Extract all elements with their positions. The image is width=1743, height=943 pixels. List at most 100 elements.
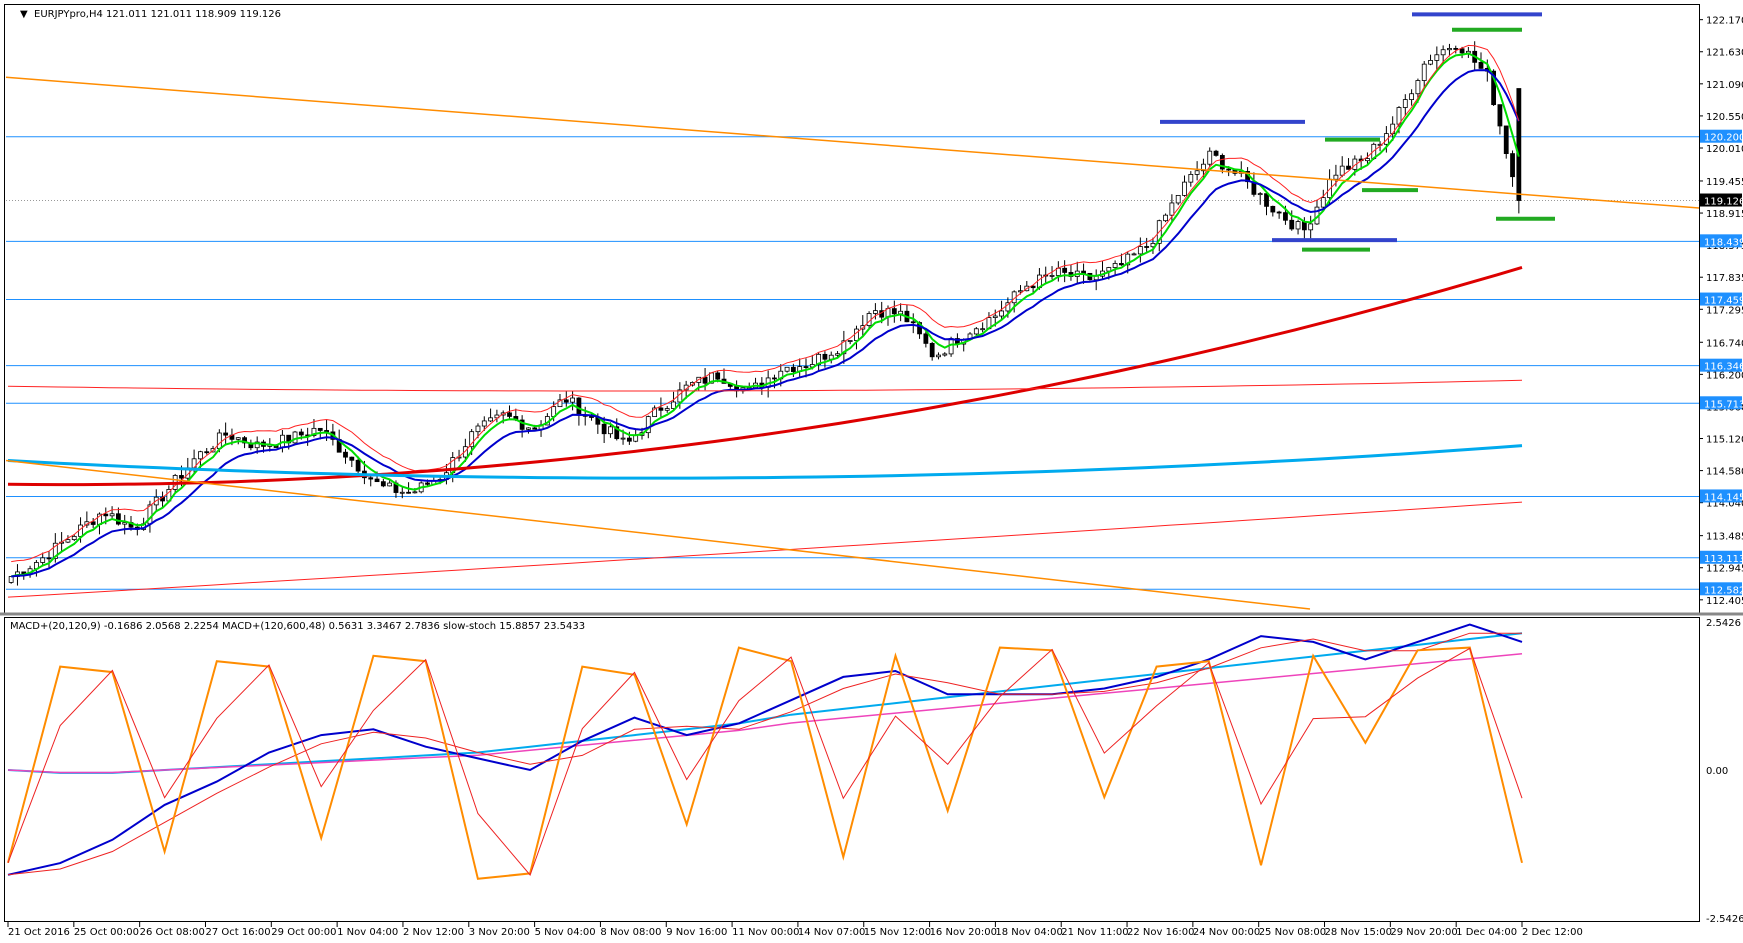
level-label-box <box>1700 129 1742 143</box>
candle-body <box>1428 60 1433 65</box>
candle-body <box>841 340 847 355</box>
symbol-dropdown-icon[interactable]: ▼ <box>20 9 28 20</box>
candle-body <box>1125 253 1131 266</box>
time-label: 1 Dec 04:00 <box>1456 927 1517 938</box>
candle-body <box>242 437 247 444</box>
level-labels: 120.200 119.126 118.439 117.459 116.346 115.7… <box>1700 129 1743 596</box>
candle-body <box>235 437 241 440</box>
indicator-pane[interactable] <box>7 623 1523 880</box>
price-label: 114.580 <box>1706 467 1743 478</box>
candle-body <box>1175 194 1181 204</box>
price-label: 121.630 <box>1706 48 1743 59</box>
candle-body <box>992 315 998 318</box>
candle-body <box>532 427 538 430</box>
level-label-box <box>1700 550 1742 564</box>
macd-fast-signal-line <box>7 632 1522 876</box>
candle-body <box>412 491 418 494</box>
ema-blue-line <box>11 69 1520 578</box>
candle-body <box>1219 155 1225 170</box>
candle-body <box>8 576 14 583</box>
time-label: 21 Oct 2016 <box>8 927 70 938</box>
level-label-box <box>1700 193 1742 207</box>
price-label: 116.740 <box>1706 338 1743 349</box>
indicator-frame <box>4 617 1700 922</box>
candle-body <box>872 310 878 314</box>
candle-body <box>1510 153 1515 178</box>
price-label: 116.200 <box>1706 370 1743 381</box>
level-label-box <box>1700 358 1742 372</box>
candle-body <box>1289 219 1295 230</box>
candle-body <box>355 459 361 472</box>
candle-body <box>1194 170 1200 175</box>
price-label: 120.550 <box>1706 112 1743 123</box>
time-label: 14 Nov 07:00 <box>798 927 865 938</box>
indicator-label: 0.00 <box>1706 766 1728 777</box>
candle-body <box>1213 150 1219 156</box>
candle-body <box>715 372 721 380</box>
price-axis: 122.170 121.630 121.090 120.550 120.010 119.4… <box>1699 16 1743 607</box>
time-label: 28 Nov 15:00 <box>1325 927 1392 938</box>
candle-body <box>658 407 664 411</box>
candle-body <box>942 353 948 356</box>
candle-body <box>784 366 790 372</box>
candle-body <box>223 432 229 436</box>
time-label: 5 Nov 04:00 <box>535 927 596 938</box>
candle-body <box>1264 193 1269 207</box>
candle-body <box>557 399 563 408</box>
price-label: 118.915 <box>1706 209 1743 220</box>
candle-body <box>1030 285 1036 289</box>
candle-body <box>1346 165 1351 170</box>
candle-body <box>633 435 639 442</box>
candle-body <box>645 416 651 434</box>
candle-body <box>204 451 210 454</box>
candle-body <box>1137 246 1143 255</box>
candle-body <box>469 431 475 448</box>
level-label-box <box>1700 582 1742 596</box>
candle-body <box>1112 263 1118 268</box>
time-label: 25 Oct 00:00 <box>74 927 139 938</box>
main-header: EURJPYpro,H4 121.011 121.011 118.909 119… <box>34 9 281 20</box>
candle-body <box>406 491 411 494</box>
candle-body <box>1270 205 1276 213</box>
candle-body <box>179 475 184 479</box>
candle-body <box>1049 275 1055 277</box>
candle-body <box>1497 104 1503 127</box>
candle-body <box>664 408 670 411</box>
main-pane[interactable] <box>5 12 1700 610</box>
candle-body <box>822 353 828 360</box>
macd-slow-line <box>7 632 1523 774</box>
price-label: 117.835 <box>1706 273 1743 284</box>
candle-body <box>374 478 380 483</box>
candle-body <box>71 535 77 541</box>
candle-body <box>570 397 575 403</box>
ma-red-thin-line <box>11 44 1520 563</box>
candle-body <box>980 328 986 331</box>
level-label: 112.582 <box>1704 585 1743 596</box>
candle-body <box>380 481 386 487</box>
candle-body <box>254 441 260 449</box>
candle-body <box>790 366 796 372</box>
time-label: 9 Nov 16:00 <box>666 927 727 938</box>
level-label: 115.713 <box>1704 399 1743 410</box>
candle-body <box>317 427 323 431</box>
level-label: 119.126 <box>1704 197 1743 208</box>
time-label: 1 Nov 04:00 <box>337 927 398 938</box>
candle-body <box>772 377 777 380</box>
candle-body <box>601 423 607 435</box>
candle-body <box>298 431 304 436</box>
price-label: 119.455 <box>1706 177 1743 188</box>
main-chart-frame <box>4 4 1700 614</box>
candle-body <box>1119 263 1124 266</box>
level-label: 114.145 <box>1704 492 1743 503</box>
price-label: 117.295 <box>1706 305 1743 316</box>
time-label: 26 Oct 08:00 <box>140 927 205 938</box>
time-label: 2 Nov 12:00 <box>403 927 464 938</box>
candle-body <box>1491 70 1497 106</box>
candle-body <box>620 437 626 440</box>
candle-body <box>1339 165 1345 176</box>
level-label: 116.346 <box>1704 362 1743 373</box>
candle-body <box>507 412 512 417</box>
ma-red-thick-line <box>7 265 1523 487</box>
